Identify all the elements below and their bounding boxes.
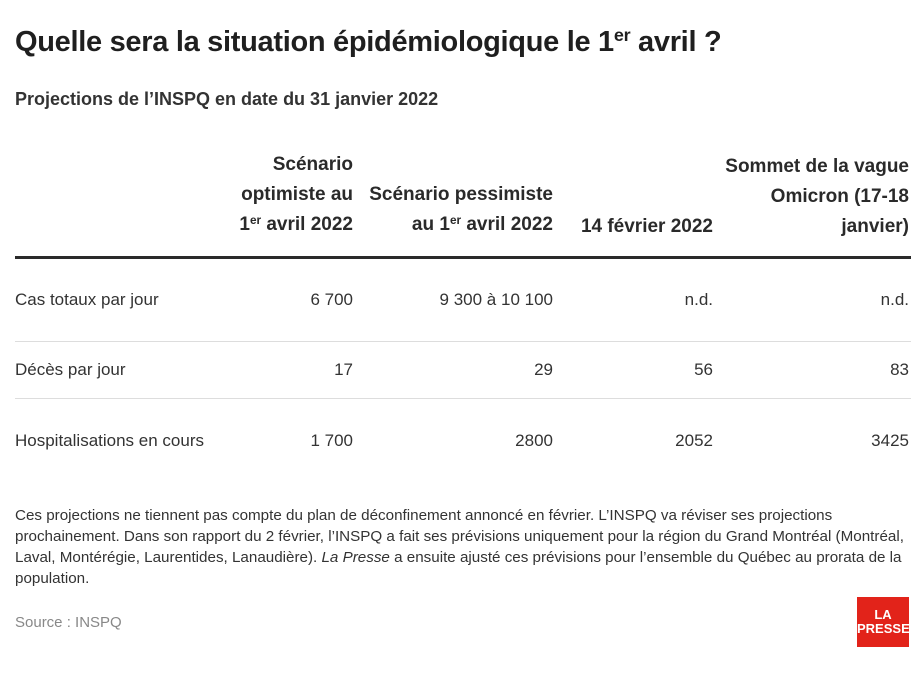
header-pessimistic-scenario: Scénario pessimiste au 1er avril 2022 xyxy=(355,150,555,259)
page-title: Quelle sera la situation épidémiologique… xyxy=(15,25,722,59)
table-cell: n.d. xyxy=(715,257,911,342)
logo-line-1: LA xyxy=(874,607,892,622)
table-row: Hospitalisations en cours 1 700 2800 205… xyxy=(15,399,911,484)
table-cell: 83 xyxy=(715,341,911,399)
table-cell: 56 xyxy=(555,341,715,399)
row-label: Cas totaux par jour xyxy=(15,257,210,342)
table-cell: 29 xyxy=(355,341,555,399)
footnote-text: Ces projections ne tiennent pas compte d… xyxy=(15,507,904,566)
table-cell: n.d. xyxy=(555,257,715,342)
table-row: Décès par jour 17 29 56 83 xyxy=(15,341,911,399)
table-cell: 6 700 xyxy=(210,257,355,342)
header-empty xyxy=(15,150,210,259)
logo-line-2: PRESSE xyxy=(857,621,910,636)
header-superscript: er xyxy=(249,213,262,227)
table-cell: 9 300 à 10 100 xyxy=(355,257,555,342)
row-label: Hospitalisations en cours xyxy=(15,431,204,450)
table-cell: 2052 xyxy=(675,431,713,450)
page-subtitle: Projections de l’INSPQ en date du 31 jan… xyxy=(15,89,439,109)
title-superscript: er xyxy=(613,25,631,46)
la-presse-logo: LA PRESSE xyxy=(857,597,910,647)
table-cell: 3425 xyxy=(871,431,909,450)
header-text-end: avril 2022 xyxy=(461,214,553,235)
footnote-publication: La Presse xyxy=(321,549,390,566)
header-text: Scénario pessimiste au 1 xyxy=(369,184,553,235)
header-omicron-peak: Sommet de la vague Omicron (17-18 janvie… xyxy=(715,150,911,259)
title-text-end: avril ? xyxy=(630,26,722,58)
table-header-row: Scénario optimiste au 1er avril 2022 Scé… xyxy=(15,150,911,259)
footnote: Ces projections ne tiennent pas compte d… xyxy=(15,505,905,589)
projections-table: Scénario optimiste au 1er avril 2022 Scé… xyxy=(15,150,911,483)
table-cell: 2800 xyxy=(515,431,553,450)
source-credit: Source : INSPQ xyxy=(15,614,122,631)
header-feb-14: 14 février 2022 xyxy=(555,150,715,259)
title-text: Quelle sera la situation épidémiologique… xyxy=(15,26,614,58)
table-cell: 1 700 xyxy=(310,431,353,450)
header-text: Scénario optimiste au 1 xyxy=(239,154,353,235)
table-row: Cas totaux par jour 6 700 9 300 à 10 100… xyxy=(15,257,911,342)
footnote-text-end: a ensuite ajusté ces prévisions pour l’e… xyxy=(15,549,902,587)
header-superscript: er xyxy=(449,213,462,227)
row-label: Décès par jour xyxy=(15,341,210,399)
header-optimistic-scenario: Scénario optimiste au 1er avril 2022 xyxy=(210,150,355,259)
header-text-end: avril 2022 xyxy=(261,214,353,235)
table-cell: 17 xyxy=(210,341,355,399)
